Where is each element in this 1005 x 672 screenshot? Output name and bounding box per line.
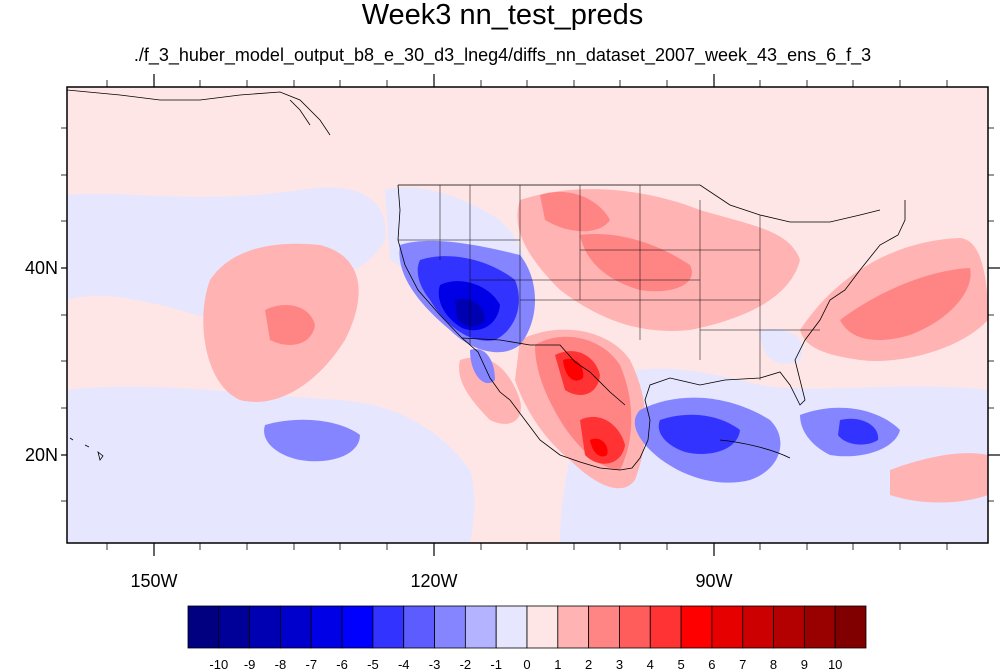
colorbar-swatch — [711, 605, 744, 649]
colorbar-label: -9 — [244, 657, 256, 672]
colorbar-label: -3 — [429, 657, 441, 672]
colorbar-swatch — [526, 605, 559, 649]
lon-label-120w: 120W — [410, 571, 457, 591]
colorbar-swatch — [588, 605, 620, 649]
cuba-coastline — [719, 439, 791, 459]
colorbar-label: 7 — [739, 657, 746, 672]
alaska-coastline — [67, 89, 331, 136]
colorbar-swatch — [464, 605, 497, 649]
lat-label-20n: 20N — [25, 445, 58, 465]
map-subtitle: ./f_3_huber_model_output_b8_e_30_d3_lneg… — [133, 45, 872, 65]
colorbar-label: 5 — [677, 657, 684, 672]
colorbar-label: -5 — [367, 657, 379, 672]
colorbar-label: -1 — [490, 657, 502, 672]
anomaly-field — [67, 187, 988, 543]
axis-ticks — [61, 74, 1000, 556]
us-mexico-border — [461, 337, 626, 406]
map-title: Week3 nn_test_preds — [361, 0, 644, 31]
colorbar-label: -8 — [275, 657, 287, 672]
lon-label-90w: 90W — [695, 571, 732, 591]
colorbar-label: 3 — [616, 657, 623, 672]
coastlines-and-borders — [67, 89, 906, 471]
colorbar-label: 1 — [554, 657, 561, 672]
colorbar-swatch — [495, 605, 528, 649]
colorbar-swatch — [557, 605, 590, 649]
colorbar-swatch — [249, 605, 281, 649]
colorbar-swatch — [218, 605, 251, 649]
colorbar-label: 6 — [708, 657, 715, 672]
minor-axis-ticks — [61, 80, 994, 550]
colorbar-swatch — [742, 605, 774, 649]
colorbar-swatch — [280, 605, 312, 649]
lat-label-40n: 40N — [25, 258, 58, 278]
colorbar-label: -4 — [398, 657, 410, 672]
colorbar-swatch — [372, 605, 405, 649]
lon-label-150w: 150W — [130, 571, 177, 591]
colorbar-label: -7 — [305, 657, 317, 672]
colorbar-label: 8 — [770, 657, 777, 672]
colorbar-swatch — [773, 605, 805, 649]
colorbar-swatch — [341, 605, 374, 649]
colorbar-label: -2 — [460, 657, 472, 672]
colorbar-swatch — [834, 605, 867, 649]
colorbar-swatch — [680, 605, 713, 649]
colorbar-swatch — [649, 605, 682, 649]
colorbar-swatch — [310, 605, 343, 649]
state-borders — [398, 185, 820, 380]
colorbar-swatch — [619, 605, 651, 649]
colorbar: -10 -9 -8 -7 -6 -5 -4 -3 -2 -1 0 1 2 3 4 5 6 7 8 9 10 — [187, 605, 867, 672]
colorbar-label: -6 — [336, 657, 348, 672]
colorbar-label: 0 — [523, 657, 530, 672]
colorbar-label: 10 — [828, 657, 842, 672]
us-canada-border — [398, 184, 881, 223]
colorbar-label: 9 — [801, 657, 808, 672]
colorbar-label: -10 — [209, 657, 228, 672]
colorbar-swatch — [187, 605, 220, 649]
colorbar-swatch — [803, 605, 836, 649]
colorbar-swatch — [434, 605, 466, 649]
north-american-coastline — [397, 184, 906, 471]
colorbar-swatch — [403, 605, 435, 649]
colorbar-label: 4 — [647, 657, 654, 672]
colorbar-label: 2 — [585, 657, 592, 672]
hawaii-islands — [69, 437, 104, 461]
